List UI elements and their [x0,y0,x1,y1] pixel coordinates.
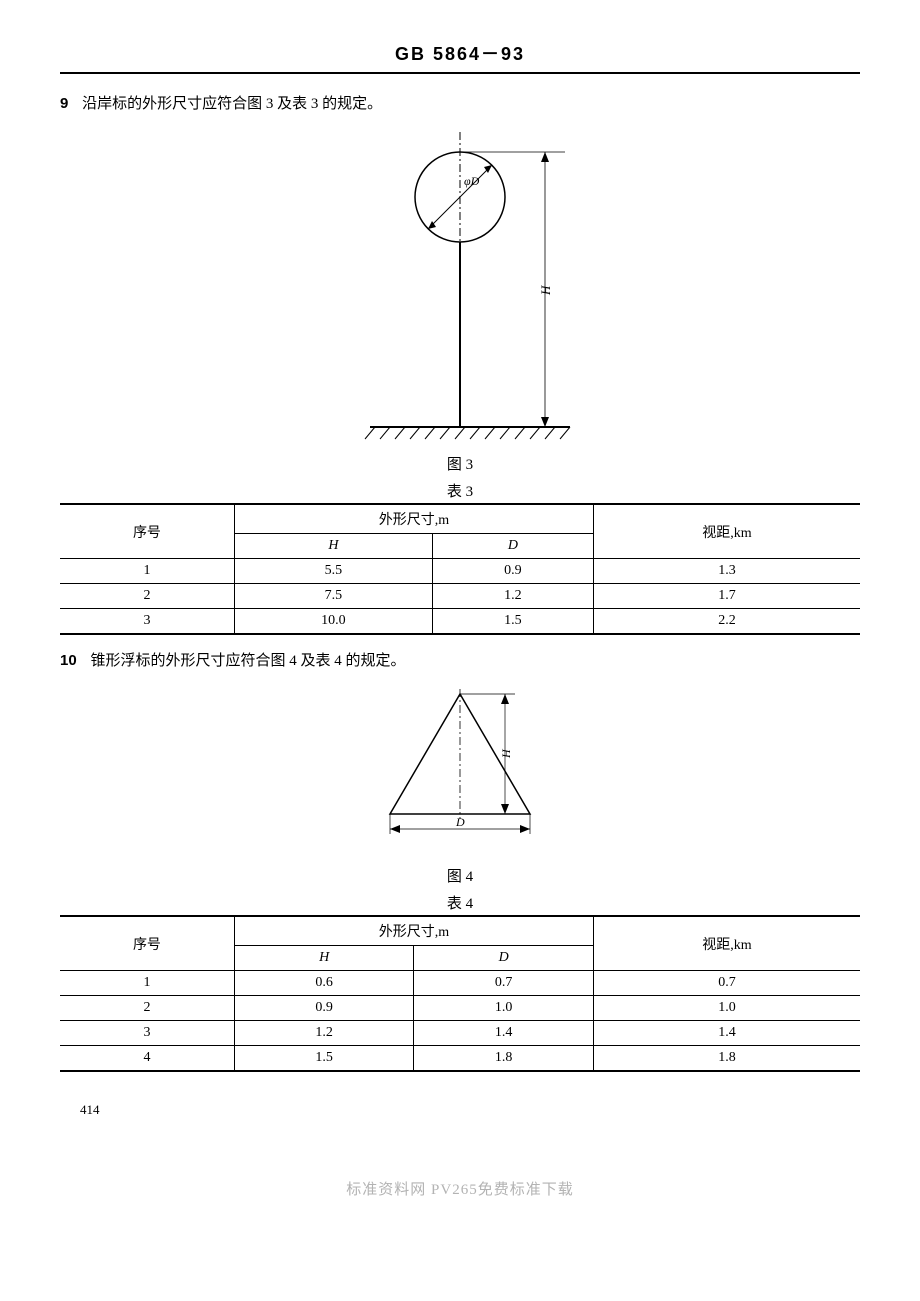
cell: 1.8 [593,1046,860,1072]
t4-col-vis: 视距,km [593,916,860,971]
table-row: 1 5.5 0.9 1.3 [60,559,860,584]
figure-3-caption: 图 3 [60,453,860,474]
section-10-number: 10 [60,652,77,669]
page-number: 414 [80,1102,860,1118]
cell: 0.9 [234,996,414,1021]
cell: 5.5 [234,559,432,584]
cell: 4 [60,1046,234,1072]
section-9-number: 9 [60,95,68,112]
table-4-caption: 表 4 [60,892,860,913]
table-4: 序号 外形尺寸,m 视距,km H D 1 0.6 0.7 0.7 2 0.9 … [60,915,860,1072]
figure-4-caption: 图 4 [60,865,860,886]
cell: 0.9 [432,559,593,584]
phi-d-label: φD [464,174,480,188]
footer-watermark: 标准资料网 PV265免费标准下载 [0,1178,920,1199]
cell: 1.8 [414,1046,594,1072]
h-dim-label: H [538,285,553,296]
cell: 1.2 [432,584,593,609]
cell: 0.7 [593,971,860,996]
cell: 3 [60,609,234,635]
cell: 10.0 [234,609,432,635]
table-3-caption: 表 3 [60,480,860,501]
cell: 1 [60,971,234,996]
cell: 1.5 [432,609,593,635]
t3-col-vis: 视距,km [593,504,860,559]
t4-col-seq: 序号 [60,916,234,971]
t4-col-h: H [234,946,414,971]
table-row: 4 1.5 1.8 1.8 [60,1046,860,1072]
t3-col-d: D [432,534,593,559]
t4-col-d: D [414,946,594,971]
cell: 1.5 [234,1046,414,1072]
cell: 3 [60,1021,234,1046]
fig4-d-label: D [455,815,465,829]
cell: 1.0 [414,996,594,1021]
cell: 2 [60,584,234,609]
cell: 1.4 [593,1021,860,1046]
header-divider [60,72,860,74]
t3-col-h: H [234,534,432,559]
fig4-h-label: H [499,748,513,759]
cell: 1.7 [593,584,860,609]
cell: 0.6 [234,971,414,996]
t3-col-seq: 序号 [60,504,234,559]
cell: 1.2 [234,1021,414,1046]
t3-col-group: 外形尺寸,m [234,504,593,534]
cell: 1.0 [593,996,860,1021]
table-row: 1 0.6 0.7 0.7 [60,971,860,996]
section-10: 10 锥形浮标的外形尺寸应符合图 4 及表 4 的规定。 [60,649,860,670]
cell: 7.5 [234,584,432,609]
doc-std-number: GB 5864－93 [60,40,860,66]
table-row: 3 1.2 1.4 1.4 [60,1021,860,1046]
cell: 2.2 [593,609,860,635]
section-9: 9 沿岸标的外形尺寸应符合图 3 及表 3 的规定。 [60,92,860,113]
figure-4: H D [350,684,570,859]
cell: 1.3 [593,559,860,584]
cell: 2 [60,996,234,1021]
section-10-text: 锥形浮标的外形尺寸应符合图 4 及表 4 的规定。 [90,653,405,669]
cell: 1 [60,559,234,584]
table-row: 3 10.0 1.5 2.2 [60,609,860,635]
cell: 0.7 [414,971,594,996]
table-3: 序号 外形尺寸,m 视距,km H D 1 5.5 0.9 1.3 2 7.5 … [60,503,860,635]
t4-col-group: 外形尺寸,m [234,916,593,946]
table-row: 2 7.5 1.2 1.7 [60,584,860,609]
figure-3: φD H [310,127,610,447]
table-row: 2 0.9 1.0 1.0 [60,996,860,1021]
section-9-text: 沿岸标的外形尺寸应符合图 3 及表 3 的规定。 [82,96,382,112]
cell: 1.4 [414,1021,594,1046]
